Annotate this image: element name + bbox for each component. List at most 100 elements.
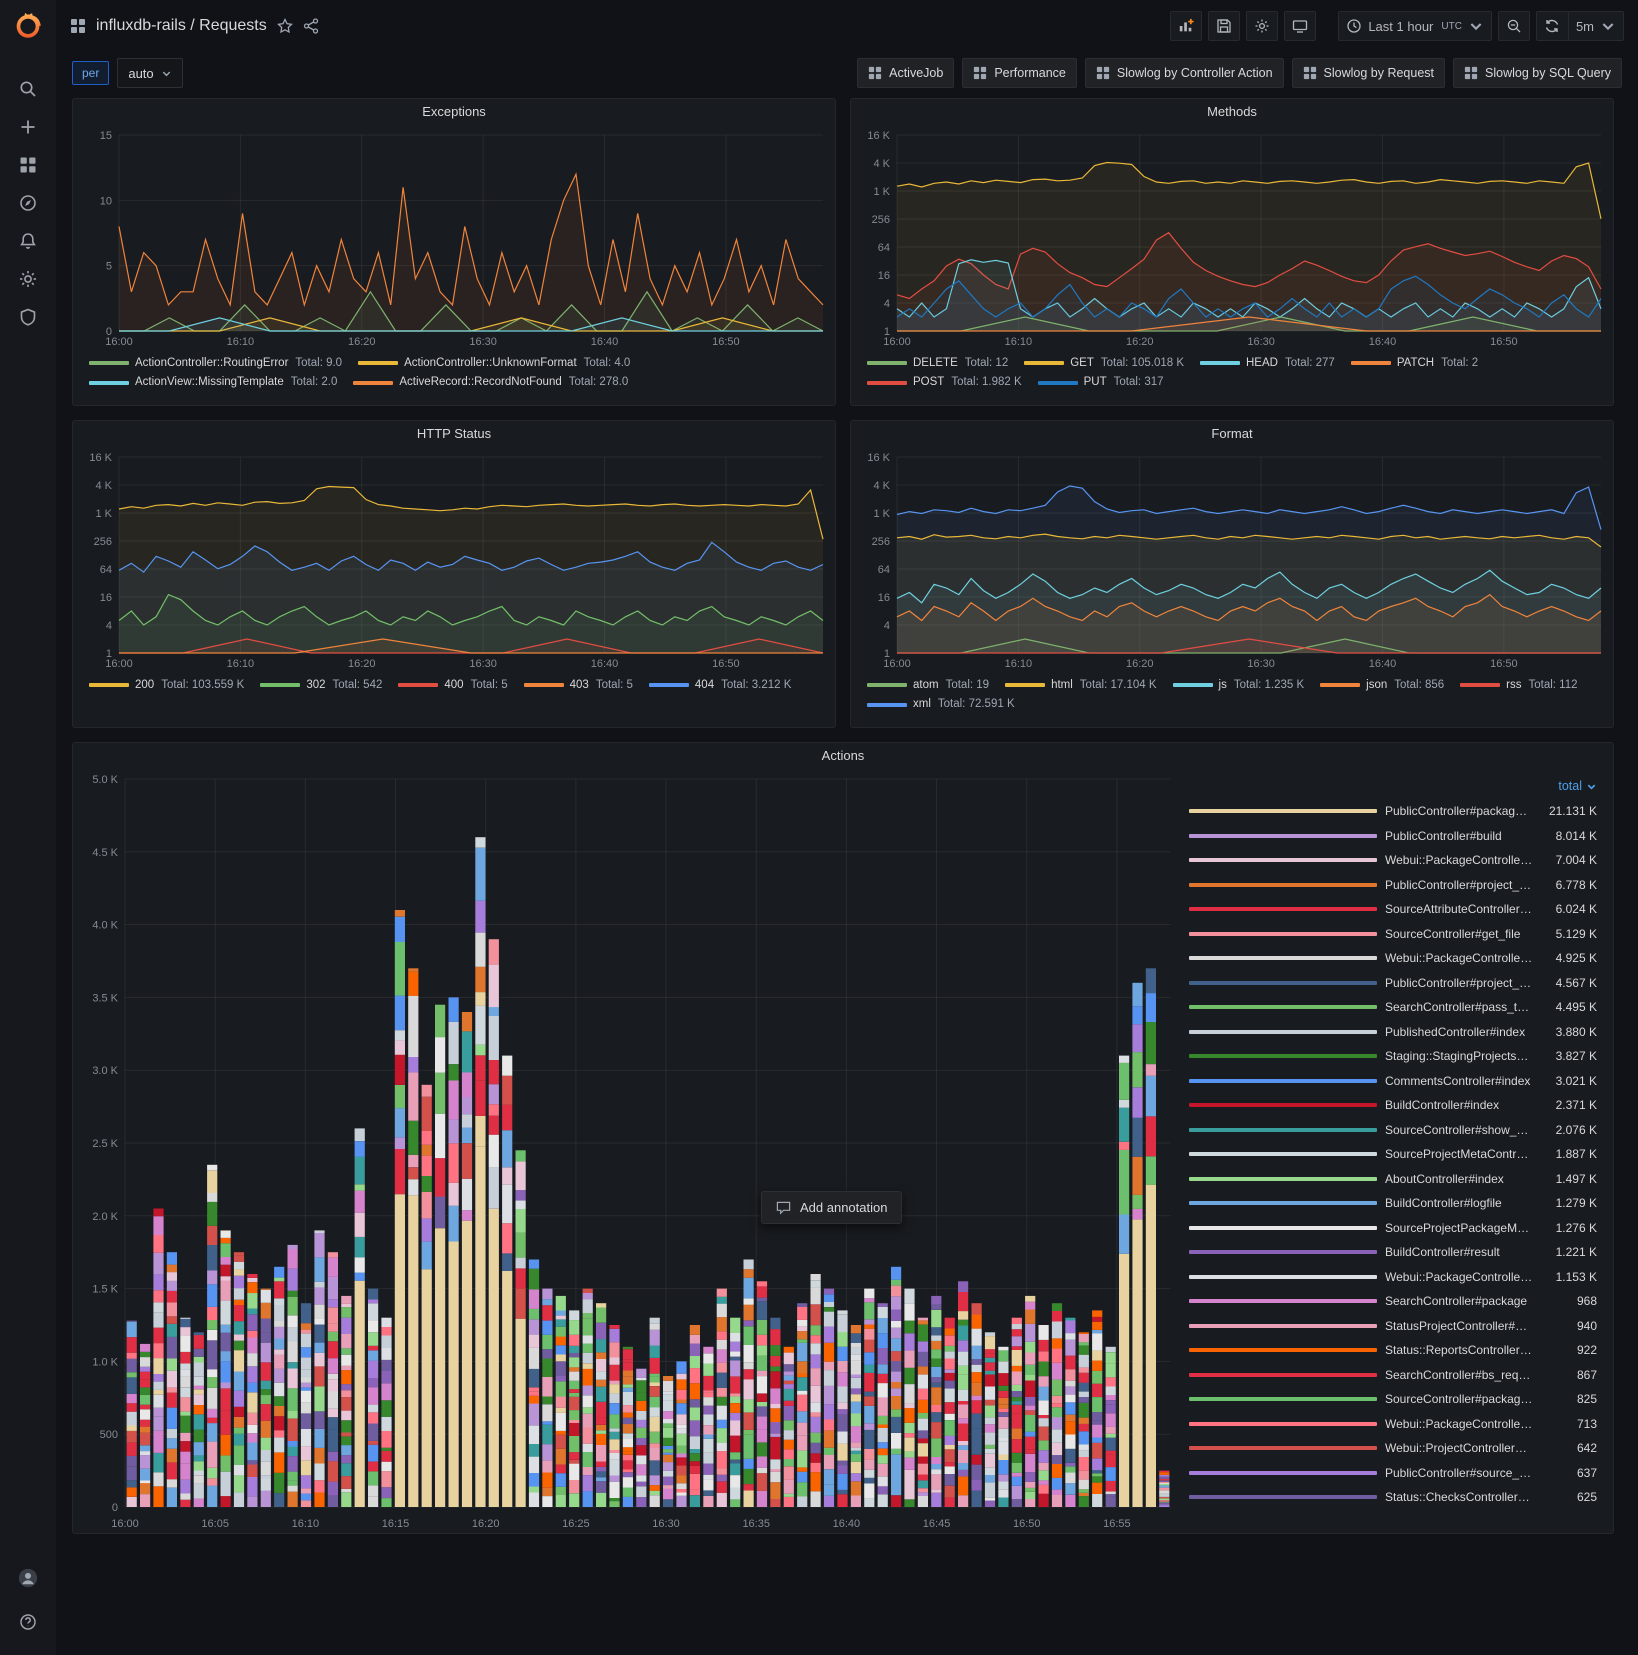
- legend-item[interactable]: DELETE Total: 12: [867, 354, 1008, 373]
- legend-item[interactable]: 400 Total: 5: [398, 676, 508, 695]
- legend-item[interactable]: PATCH Total: 2: [1350, 354, 1478, 373]
- legend-item[interactable]: 200 Total: 103.559 K: [89, 676, 244, 695]
- http-status-chart[interactable]: 1 4 16 64 256 1 K 4 K 16 K 16:00 16:10 16:20 16:30 1…: [73, 447, 835, 673]
- legend-table-row[interactable]: SourceController#package_command 825: [1189, 1387, 1597, 1412]
- legend-table-row[interactable]: SourceProjectMetaController#show 1.887 K: [1189, 1142, 1597, 1167]
- template-var-dropdown[interactable]: auto: [117, 58, 183, 88]
- legend-table-row[interactable]: Webui::PackageController#buildresult 713: [1189, 1412, 1597, 1437]
- refresh-interval-dropdown[interactable]: 5m: [1567, 11, 1624, 41]
- dashboard-link-slowlog-sql-query[interactable]: Slowlog by SQL Query: [1453, 58, 1622, 88]
- legend-table-row[interactable]: SearchController#package 968: [1189, 1289, 1597, 1314]
- create-plus-icon[interactable]: [8, 108, 48, 146]
- share-icon[interactable]: [303, 18, 319, 34]
- legend-table-row[interactable]: BuildController#logfile 1.279 K: [1189, 1191, 1597, 1216]
- legend-table-row[interactable]: StatusProjectController#show 940: [1189, 1314, 1597, 1339]
- legend-table-row[interactable]: Staging::StagingProjectsController#show 3…: [1189, 1044, 1597, 1069]
- format-legend: atom Total: 19 html Total: 17.104 K js Total:…: [851, 673, 1613, 723]
- legend-table-row[interactable]: PublicController#package_index 21.131 K: [1189, 799, 1597, 824]
- legend-item[interactable]: js Total: 1.235 K: [1172, 676, 1304, 695]
- legend-table-row[interactable]: SearchController#bs_request 867: [1189, 1363, 1597, 1388]
- format-chart[interactable]: 1 4 16 64 256 1 K 4 K 16 K 16:00 16:10 16:20 16:30 1…: [851, 447, 1613, 673]
- panel-title[interactable]: Exceptions: [422, 104, 486, 119]
- legend-item[interactable]: html Total: 17.104 K: [1005, 676, 1157, 695]
- panel-title[interactable]: Actions: [821, 748, 865, 763]
- legend-table-row[interactable]: AboutController#index 1.497 K: [1189, 1167, 1597, 1192]
- legend-item[interactable]: xml Total: 72.591 K: [867, 695, 1015, 714]
- sort-by-total-button[interactable]: total: [1189, 773, 1597, 799]
- dashboard-link-slowlog-controller-action[interactable]: Slowlog by Controller Action: [1084, 58, 1284, 88]
- svg-text:16:00: 16:00: [111, 1518, 139, 1530]
- legend-table-row[interactable]: PublicController#project_meta 4.567 K: [1189, 971, 1597, 996]
- legend-table-row[interactable]: SourceController#get_file 5.129 K: [1189, 922, 1597, 947]
- legend-item[interactable]: 404 Total: 3.212 K: [648, 676, 791, 695]
- legend-item[interactable]: ActionController::UnknownFormat Total: 4.…: [358, 354, 630, 373]
- legend-table-row[interactable]: PublicController#build 8.014 K: [1189, 824, 1597, 849]
- series-name: PublicController#build: [1385, 828, 1502, 843]
- add-annotation-tooltip[interactable]: Add annotation: [761, 1191, 903, 1224]
- grafana-logo-icon[interactable]: [11, 10, 45, 44]
- dashboard-link-activejob[interactable]: ActiveJob: [857, 58, 955, 88]
- panel-title[interactable]: Methods: [1207, 104, 1257, 119]
- alerting-bell-icon[interactable]: [8, 222, 48, 260]
- user-avatar[interactable]: [8, 1559, 48, 1597]
- series-total: Total: 112: [1528, 678, 1578, 691]
- legend-table-row[interactable]: Webui::ProjectController#show 642: [1189, 1436, 1597, 1461]
- search-icon[interactable]: [8, 70, 48, 108]
- explore-compass-icon[interactable]: [8, 184, 48, 222]
- legend-item[interactable]: HEAD Total: 277: [1200, 354, 1335, 373]
- legend-table-row[interactable]: BuildController#index 2.371 K: [1189, 1093, 1597, 1118]
- refresh-button[interactable]: [1535, 11, 1568, 41]
- legend-table-row[interactable]: Status::ReportsController#show 922: [1189, 1338, 1597, 1363]
- series-name: SearchController#pass_to_backend: [1385, 1000, 1533, 1015]
- series-total: 922: [1576, 1343, 1597, 1358]
- configuration-gear-icon[interactable]: [8, 260, 48, 298]
- server-admin-shield-icon[interactable]: [8, 298, 48, 336]
- series-total: 1.279 K: [1555, 1196, 1597, 1211]
- time-range-picker[interactable]: Last 1 hour UTC: [1338, 11, 1492, 41]
- legend-table-row[interactable]: PublicController#project_file 6.778 K: [1189, 873, 1597, 898]
- legend-table-row[interactable]: SourceAttributeController#show 6.024 K: [1189, 897, 1597, 922]
- legend-item[interactable]: 403 Total: 5: [523, 676, 633, 695]
- actions-chart[interactable]: 0 500 1.0 K 1.5 K 2.0 K 2.5 K 3.0 K 3.5 K 4.0 K 4…: [73, 769, 1185, 1533]
- series-color-dash: [523, 683, 564, 687]
- panel-title[interactable]: HTTP Status: [416, 426, 492, 441]
- legend-item[interactable]: rss Total: 112: [1460, 676, 1578, 695]
- series-color-dash: [1189, 1152, 1377, 1157]
- series-name: Webui::PackageController#update_build_lo…: [1385, 1269, 1533, 1284]
- legend-item[interactable]: 302 Total: 542: [260, 676, 382, 695]
- dashboards-icon[interactable]: [8, 146, 48, 184]
- legend-table-row[interactable]: SourceProjectPackageMetaController#show 1…: [1189, 1216, 1597, 1241]
- dashboard-link-performance[interactable]: Performance: [962, 58, 1077, 88]
- legend-table-row[interactable]: PublishedController#index 3.880 K: [1189, 1020, 1597, 1045]
- legend-item[interactable]: ActionView::MissingTemplate Total: 2.0: [89, 373, 337, 392]
- help-icon[interactable]: [8, 1603, 48, 1641]
- legend-item[interactable]: ActiveRecord::RecordNotFound Total: 278.0: [353, 373, 628, 392]
- legend-table-row[interactable]: SearchController#pass_to_backend 4.495 K: [1189, 995, 1597, 1020]
- series-color-dash: [1189, 1005, 1377, 1010]
- legend-table-row[interactable]: SourceController#show_package 2.076 K: [1189, 1118, 1597, 1143]
- dashboard-link-slowlog-request[interactable]: Slowlog by Request: [1291, 58, 1446, 88]
- save-dashboard-button[interactable]: [1208, 11, 1241, 41]
- legend-item[interactable]: atom Total: 19: [867, 676, 989, 695]
- legend-table-row[interactable]: Webui::PackageController#view_file 4.925 …: [1189, 946, 1597, 971]
- legend-table-row[interactable]: BuildController#result 1.221 K: [1189, 1240, 1597, 1265]
- star-icon[interactable]: [276, 18, 293, 34]
- cycle-view-tv-button[interactable]: [1284, 11, 1317, 41]
- legend-item[interactable]: PUT Total: 317: [1037, 373, 1164, 392]
- legend-table-row[interactable]: PublicController#source_file 637: [1189, 1461, 1597, 1486]
- legend-table-row[interactable]: Status::ChecksController#update 625: [1189, 1485, 1597, 1510]
- add-panel-button[interactable]: [1170, 11, 1203, 41]
- dashboard-settings-button[interactable]: [1246, 11, 1279, 41]
- zoom-out-button[interactable]: [1497, 11, 1530, 41]
- legend-item[interactable]: POST Total: 1.982 K: [867, 373, 1022, 392]
- exceptions-chart[interactable]: 0 5 10 15 16:00 16:10 16:20 16:30 16:40 16:50: [73, 125, 835, 351]
- legend-table-row[interactable]: Webui::PackageController#update_build_lo…: [1189, 1265, 1597, 1290]
- methods-chart[interactable]: 1 4 16 64 256 1 K 4 K 16 K 16:00 16:10 16:20 16:30 1…: [851, 125, 1613, 351]
- legend-item[interactable]: json Total: 856: [1320, 676, 1444, 695]
- legend-table-row[interactable]: Webui::PackageController#show 7.004 K: [1189, 848, 1597, 873]
- series-total: 1.887 K: [1555, 1147, 1597, 1162]
- legend-item[interactable]: ActionController::RoutingError Total: 9.0: [89, 354, 342, 373]
- panel-title[interactable]: Format: [1211, 426, 1253, 441]
- legend-table-row[interactable]: CommentsController#index 3.021 K: [1189, 1069, 1597, 1094]
- legend-item[interactable]: GET Total: 105.018 K: [1024, 354, 1184, 373]
